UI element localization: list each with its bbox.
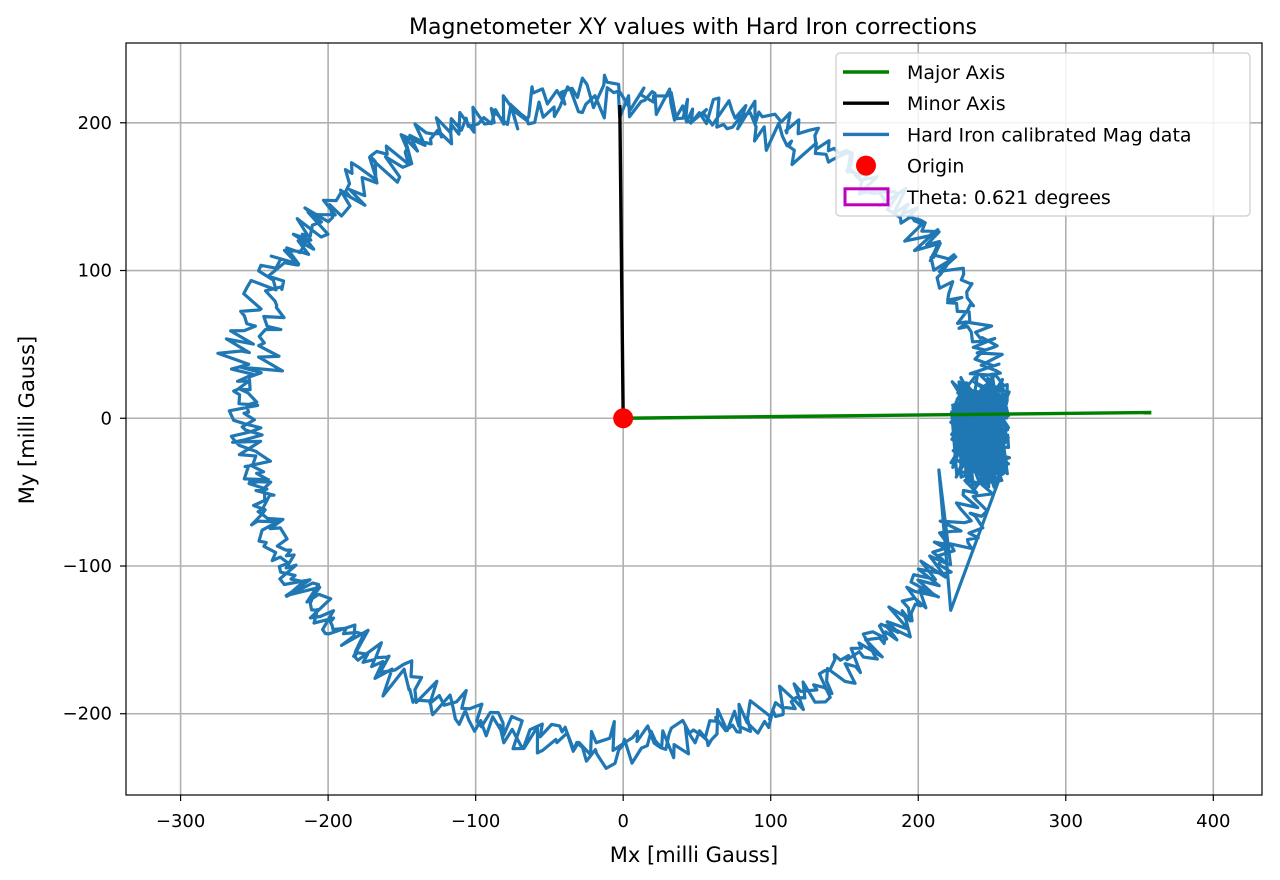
x-tick-label: 300 [1049, 811, 1083, 832]
x-tick-label: −200 [303, 811, 352, 832]
legend: Major Axis Minor Axis Hard Iron calibrated… [835, 52, 1251, 217]
x-tick-label: 100 [754, 811, 788, 832]
x-tick-label: 400 [1196, 811, 1230, 832]
series-minor-axis-line [618, 105, 625, 419]
origin-point [613, 408, 634, 429]
y-tick-label: −100 [63, 556, 112, 577]
legend-item: Origin [856, 155, 964, 178]
legend-label: Hard Iron calibrated Mag data [907, 124, 1192, 146]
legend-item: Minor Axis [843, 93, 1006, 115]
legend-label: Minor Axis [907, 93, 1006, 115]
chart-title: Magnetometer XY values with Hard Iron co… [409, 15, 977, 40]
x-tick-label: 200 [901, 811, 935, 832]
legend-swatch [843, 187, 890, 207]
y-tick-label: 100 [78, 261, 112, 282]
legend-label: Origin [907, 156, 964, 178]
y-tick-label: 200 [78, 113, 112, 134]
x-tick-label: −100 [451, 811, 500, 832]
legend-label: Major Axis [907, 62, 1005, 84]
plot-area [216, 73, 1152, 770]
legend-item: Hard Iron calibrated Mag data [843, 124, 1192, 146]
legend-item: Theta: 0.621 degrees [843, 187, 1111, 209]
series-major-axis-line [623, 410, 1152, 420]
series-mag-data-line [216, 73, 1012, 770]
y-axis-label: My [milli Gauss] [15, 336, 39, 504]
x-axis-label: Mx [milli Gauss] [610, 843, 778, 867]
y-tick-label: −200 [63, 704, 112, 725]
y-tick-label: 0 [101, 408, 112, 429]
legend-box [835, 52, 1251, 217]
legend-swatch [856, 155, 876, 176]
x-tick-label: −300 [156, 811, 205, 832]
x-tick-label: 0 [617, 811, 628, 832]
ticks: −300 −200 −100 0 100 200 300 400 −200 −100 0 100 200 [63, 113, 1231, 832]
legend-label: Theta: 0.621 degrees [906, 187, 1111, 209]
legend-item: Major Axis [843, 62, 1005, 84]
plot-frame [125, 42, 1263, 796]
